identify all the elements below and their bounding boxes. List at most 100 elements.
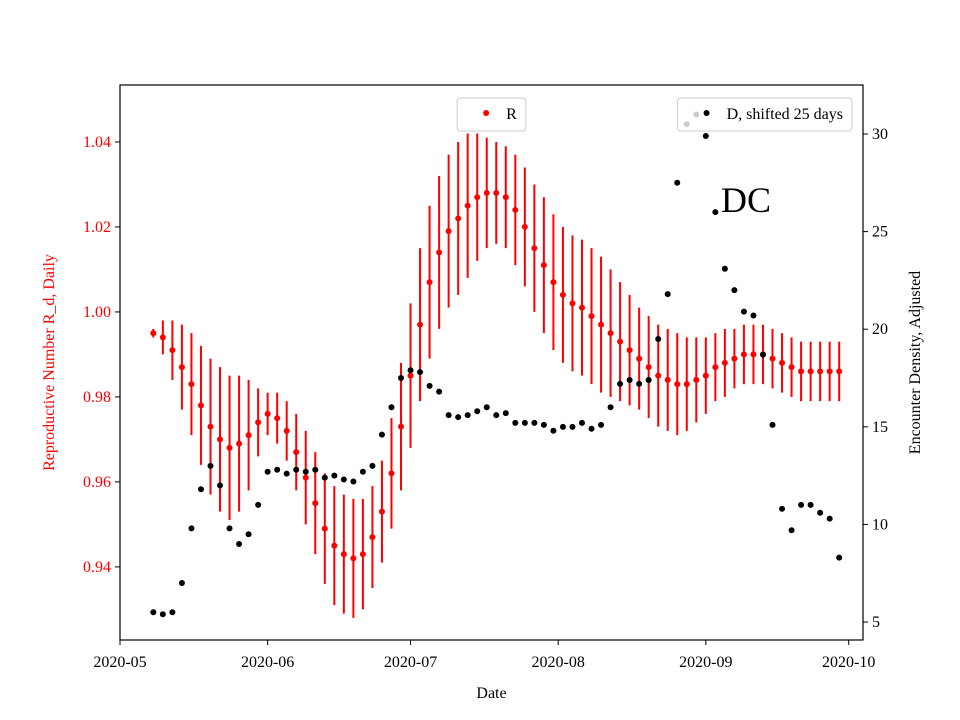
point (302, 468, 309, 475)
point (645, 364, 652, 371)
x-tick-label: 2020-08 (532, 654, 585, 671)
point (217, 436, 224, 443)
point (245, 432, 252, 439)
point (617, 338, 624, 345)
point (407, 367, 414, 374)
point (331, 542, 338, 549)
point (712, 364, 719, 371)
point (474, 194, 481, 201)
point (836, 554, 843, 561)
point (369, 462, 376, 469)
x-tick-label: 2020-07 (384, 654, 437, 671)
legend-marker (483, 110, 490, 116)
point (702, 132, 709, 139)
point (750, 351, 757, 358)
point (417, 321, 424, 328)
point (531, 419, 538, 426)
point (378, 508, 385, 515)
point (607, 404, 614, 411)
point (455, 414, 462, 421)
point (274, 415, 281, 422)
point (807, 501, 814, 508)
point (740, 351, 747, 358)
point (331, 472, 338, 479)
point (759, 351, 766, 358)
point (483, 404, 490, 411)
point (445, 228, 452, 235)
point (721, 265, 728, 272)
y-tick-label: 1.00 (83, 304, 111, 321)
point (512, 419, 519, 426)
point (693, 376, 700, 383)
x-tick-label: 2020-10 (822, 654, 875, 671)
point (674, 381, 681, 388)
y-tick-label: 0.96 (83, 474, 111, 491)
point (788, 527, 795, 534)
point (207, 423, 214, 430)
point (664, 376, 671, 383)
point (350, 555, 357, 562)
y2-tick-label: 20 (872, 321, 888, 338)
point (159, 334, 166, 341)
point (207, 462, 214, 469)
point (236, 540, 243, 547)
point (293, 449, 300, 456)
point (674, 179, 681, 186)
point (369, 534, 376, 541)
point (569, 300, 576, 307)
point (655, 335, 662, 342)
point (178, 579, 185, 586)
point (283, 427, 290, 434)
point (264, 410, 271, 417)
point (340, 476, 347, 483)
y2-tick-label: 30 (872, 126, 888, 143)
point (388, 470, 395, 477)
legend-label: R (506, 106, 517, 123)
point (445, 412, 452, 419)
point (474, 408, 481, 415)
point (788, 364, 795, 371)
y2-axis-label: Encounter Density, Adjusted (907, 271, 924, 454)
point (502, 194, 509, 201)
point (398, 423, 405, 430)
point (188, 381, 195, 388)
point (721, 359, 728, 366)
y2-tick-label: 15 (872, 419, 888, 436)
y2-tick-label: 5 (872, 614, 880, 631)
point (321, 474, 328, 481)
point (426, 279, 433, 286)
point (436, 388, 443, 395)
point (169, 347, 176, 354)
point (436, 249, 443, 256)
point (702, 372, 709, 379)
point (312, 466, 319, 473)
series (150, 133, 843, 618)
point (197, 486, 204, 493)
point (769, 355, 776, 362)
point (807, 368, 814, 375)
point (626, 376, 633, 383)
point (540, 421, 547, 428)
point (388, 404, 395, 411)
point (731, 355, 738, 362)
point (245, 531, 252, 538)
point (559, 423, 566, 430)
point (321, 525, 328, 532)
point (779, 359, 786, 366)
annotation: DC (721, 180, 771, 220)
x-tick-label: 2020-05 (93, 654, 146, 671)
point (531, 245, 538, 252)
point (578, 419, 585, 426)
point (150, 609, 157, 616)
point (236, 440, 243, 447)
legend-marker (703, 110, 710, 116)
point (188, 525, 195, 532)
y-tick-label: 1.04 (83, 134, 111, 151)
point (598, 421, 605, 428)
point (350, 478, 357, 485)
point (655, 372, 662, 379)
point (836, 368, 843, 375)
point (464, 202, 471, 209)
point (197, 402, 204, 409)
